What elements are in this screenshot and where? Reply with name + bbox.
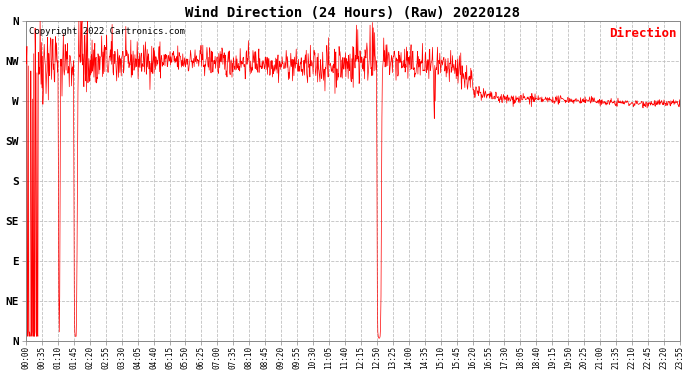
Title: Wind Direction (24 Hours) (Raw) 20220128: Wind Direction (24 Hours) (Raw) 20220128 — [186, 6, 520, 20]
Text: Copyright 2022 Cartronics.com: Copyright 2022 Cartronics.com — [29, 27, 185, 36]
Text: Direction: Direction — [609, 27, 677, 40]
